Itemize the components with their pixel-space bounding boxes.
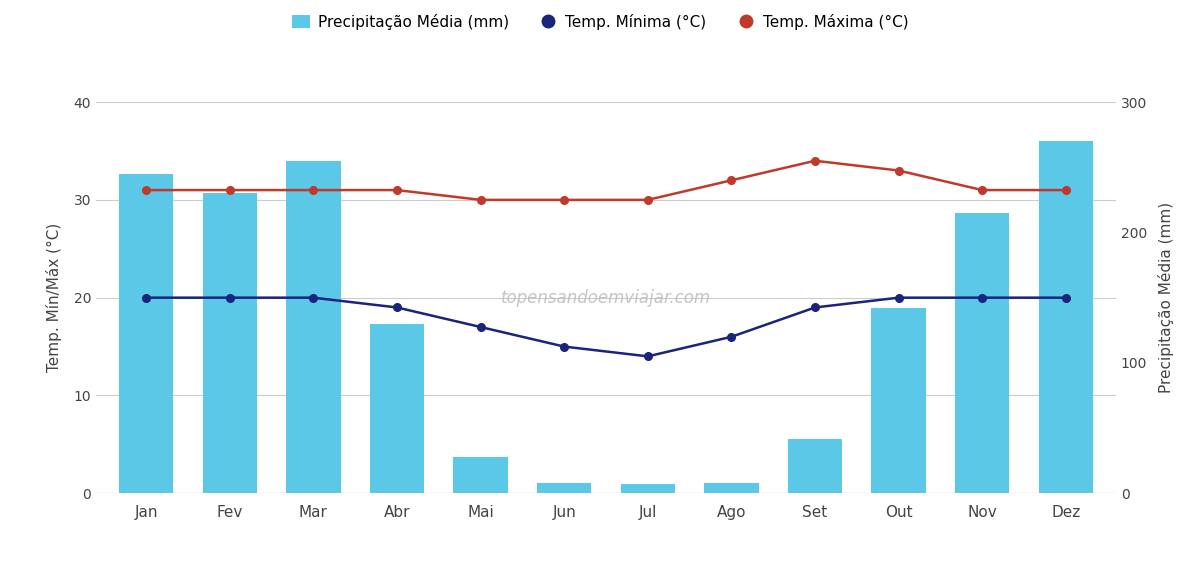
Text: topensandoemviajar.com: topensandoemviajar.com bbox=[500, 289, 712, 307]
Bar bbox=[1039, 141, 1093, 493]
Legend: Precipitação Média (mm), Temp. Mínima (°C), Temp. Máxima (°C): Precipitação Média (mm), Temp. Mínima (°… bbox=[286, 7, 914, 36]
Bar bbox=[538, 483, 592, 493]
Bar bbox=[871, 308, 925, 493]
Bar bbox=[955, 213, 1009, 493]
Y-axis label: Temp. Mín/Máx (°C): Temp. Mín/Máx (°C) bbox=[47, 223, 62, 373]
Bar bbox=[620, 484, 674, 493]
Y-axis label: Precipitação Média (mm): Precipitação Média (mm) bbox=[1158, 202, 1175, 393]
Bar bbox=[203, 193, 257, 493]
Bar bbox=[454, 457, 508, 493]
Bar bbox=[370, 324, 424, 493]
Bar bbox=[704, 483, 758, 493]
Bar bbox=[287, 160, 341, 493]
Bar bbox=[119, 174, 173, 493]
Bar bbox=[788, 438, 842, 493]
